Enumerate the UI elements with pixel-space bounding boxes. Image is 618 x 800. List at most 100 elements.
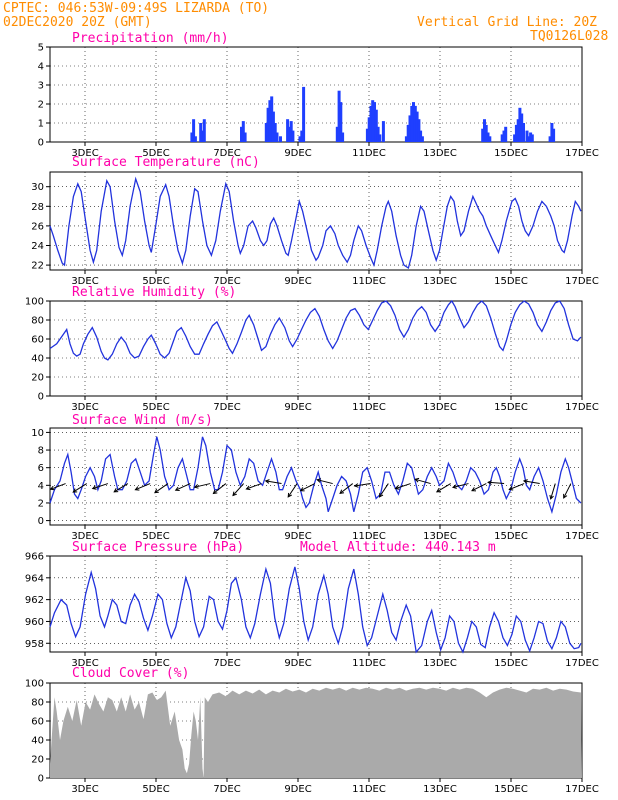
precip-bar bbox=[504, 126, 508, 142]
panel-title-wind: Surface Wind (m/s) bbox=[72, 413, 213, 428]
y-tick-label: 30 bbox=[31, 182, 44, 193]
x-tick-label: 3DEC bbox=[71, 658, 98, 669]
y-tick-label: 966 bbox=[25, 552, 44, 563]
wind-arrow bbox=[72, 483, 87, 493]
precip-bar bbox=[516, 119, 520, 142]
y-tick-label: 2 bbox=[38, 498, 44, 509]
precip-bar bbox=[367, 117, 371, 142]
wind-arrow-head bbox=[174, 486, 180, 491]
x-tick-label: 7DEC bbox=[213, 148, 240, 159]
x-tick-label: 15DEC bbox=[494, 658, 528, 669]
wind-arrow-head bbox=[353, 483, 359, 488]
wind-arrow bbox=[194, 483, 211, 488]
wind-arrow-head bbox=[193, 484, 199, 489]
precip-bar bbox=[298, 136, 302, 142]
series-line bbox=[49, 436, 582, 515]
x-tick-label: 5DEC bbox=[142, 148, 169, 159]
precip-bar bbox=[243, 132, 247, 142]
precip-bar bbox=[287, 126, 291, 142]
x-tick-label: 3DEC bbox=[71, 402, 98, 413]
y-tick-label: 0 bbox=[38, 138, 44, 149]
precip-bar bbox=[273, 123, 277, 142]
wind-arrow-head bbox=[212, 489, 218, 495]
wind-arrow-head bbox=[549, 494, 554, 500]
precip-bar bbox=[552, 128, 556, 142]
y-tick-label: 80 bbox=[31, 316, 44, 327]
x-tick-label: 15DEC bbox=[494, 402, 528, 413]
precip-bar bbox=[341, 132, 345, 142]
x-tick-label: 17DEC bbox=[565, 531, 599, 542]
x-tick-label: 13DEC bbox=[423, 531, 457, 542]
wind-arrow-head bbox=[232, 491, 237, 497]
wind-arrow bbox=[246, 483, 262, 490]
y-tick-label: 100 bbox=[25, 679, 44, 690]
y-tick-label: 0 bbox=[38, 392, 44, 403]
wind-arrow bbox=[154, 483, 169, 494]
header-model-code: TQ0126L028 bbox=[530, 29, 608, 44]
panel-frame bbox=[49, 300, 583, 397]
precip-bar bbox=[373, 102, 376, 142]
wind-arrow bbox=[287, 483, 298, 498]
wind-arrow-head bbox=[264, 479, 270, 484]
x-tick-label: 11DEC bbox=[352, 531, 386, 542]
cloud-cover-area bbox=[50, 687, 582, 778]
precip-bar bbox=[417, 119, 421, 142]
wind-arrow bbox=[415, 478, 431, 485]
panel-title-pressure: Surface Pressure (hPa) bbox=[72, 540, 244, 555]
wind-arrow-head bbox=[394, 485, 400, 490]
x-tick-label: 13DEC bbox=[423, 276, 457, 287]
x-tick-label: 17DEC bbox=[565, 402, 599, 413]
y-tick-label: 8 bbox=[38, 446, 44, 457]
precip-bar bbox=[339, 102, 343, 142]
x-tick-label: 9DEC bbox=[284, 658, 311, 669]
series-line bbox=[49, 299, 582, 361]
x-tick-label: 17DEC bbox=[565, 276, 599, 287]
precip-bar bbox=[529, 132, 533, 142]
wind-arrow bbox=[265, 480, 282, 485]
x-tick-label: 9DEC bbox=[284, 276, 311, 287]
wind-arrow-head bbox=[522, 479, 528, 484]
precip-bar bbox=[286, 119, 290, 142]
x-tick-label: 5DEC bbox=[142, 784, 169, 795]
y-tick-label: 40 bbox=[31, 354, 44, 365]
x-tick-label: 5DEC bbox=[142, 402, 169, 413]
wind-arrow-head bbox=[435, 488, 441, 493]
y-tick-label: 0 bbox=[38, 774, 44, 785]
precip-bar bbox=[264, 123, 268, 142]
precip-bar bbox=[201, 130, 204, 142]
wind-arrow-head bbox=[245, 485, 251, 491]
wind-arrow bbox=[317, 479, 333, 485]
precip-bar bbox=[289, 121, 293, 142]
precip-bar bbox=[291, 130, 295, 142]
precip-bar bbox=[410, 105, 414, 142]
precip-bar bbox=[365, 128, 369, 142]
x-tick-label: 11DEC bbox=[352, 276, 386, 287]
y-tick-label: 958 bbox=[25, 639, 44, 650]
y-tick-label: 4 bbox=[38, 481, 44, 492]
precip-bar bbox=[527, 136, 531, 142]
y-tick-label: 5 bbox=[38, 43, 44, 54]
y-tick-label: 3 bbox=[38, 81, 44, 92]
wind-arrow bbox=[92, 483, 109, 490]
model-altitude-label: Model Altitude: 440.143 m bbox=[300, 540, 496, 555]
wind-arrow-head bbox=[339, 489, 345, 495]
y-tick-label: 0 bbox=[38, 516, 44, 527]
panel-title-temperature: Surface Temperature (nC) bbox=[72, 155, 260, 170]
x-tick-label: 17DEC bbox=[565, 148, 599, 159]
y-tick-label: 4 bbox=[38, 62, 44, 73]
precip-bar bbox=[240, 126, 243, 142]
wind-arrow bbox=[354, 483, 371, 487]
wind-arrow bbox=[113, 483, 129, 493]
y-tick-label: 80 bbox=[31, 698, 44, 709]
x-tick-label: 11DEC bbox=[352, 148, 386, 159]
wind-arrow-head bbox=[316, 478, 322, 483]
precip-bar bbox=[408, 115, 412, 142]
x-tick-label: 7DEC bbox=[213, 276, 240, 287]
panel-frame bbox=[49, 46, 583, 143]
wind-arrow bbox=[300, 483, 316, 492]
wind-arrow-head bbox=[563, 493, 568, 499]
y-tick-label: 28 bbox=[31, 202, 44, 213]
precip-bar bbox=[374, 109, 378, 142]
precip-bar bbox=[484, 124, 488, 142]
